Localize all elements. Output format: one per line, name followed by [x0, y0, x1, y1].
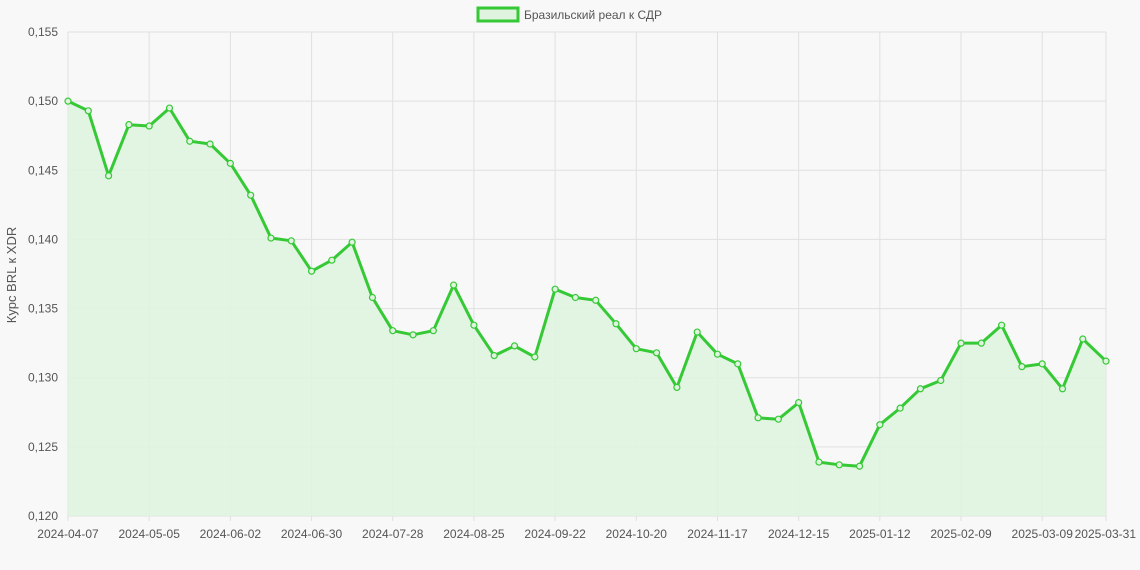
data-point[interactable] [287, 237, 295, 245]
legend-label: Бразильский реал к СДР [524, 8, 662, 22]
data-point[interactable] [226, 159, 234, 167]
data-point[interactable] [937, 376, 945, 385]
data-point[interactable] [957, 339, 965, 347]
x-tick-label: 2024-04-07 [37, 527, 99, 541]
data-point[interactable] [713, 350, 722, 358]
data-point[interactable] [368, 293, 377, 302]
data-point[interactable] [247, 191, 255, 199]
data-point[interactable] [592, 296, 600, 304]
x-tick-label: 2024-05-05 [118, 527, 180, 541]
data-point[interactable] [896, 404, 904, 412]
data-point[interactable] [328, 256, 336, 264]
data-point[interactable] [429, 327, 437, 335]
data-point[interactable] [571, 293, 580, 302]
series-area [68, 101, 1106, 516]
data-point[interactable] [470, 321, 478, 329]
y-tick-label: 0,125 [28, 440, 58, 454]
data-point[interactable] [855, 462, 864, 470]
y-tick-label: 0,155 [28, 25, 58, 39]
x-tick-label: 2024-10-20 [606, 527, 668, 541]
data-point[interactable] [84, 107, 92, 115]
x-tick-label: 2024-06-02 [200, 527, 262, 541]
data-point[interactable] [1018, 363, 1026, 371]
y-tick-label: 0,140 [28, 232, 58, 246]
data-point[interactable] [1102, 357, 1110, 365]
x-tick-label: 2024-12-15 [768, 527, 830, 541]
data-point[interactable] [104, 172, 113, 180]
data-point[interactable] [186, 137, 194, 145]
line-layer [67, 99, 1108, 468]
data-point[interactable] [267, 234, 275, 242]
x-axis-ticks: 2024-04-07 2024-05-05 2024-06-02 2024-06-30… [37, 527, 1136, 541]
data-point[interactable] [977, 339, 985, 347]
data-point[interactable] [998, 321, 1006, 329]
data-point[interactable] [754, 414, 762, 422]
data-point[interactable] [531, 353, 539, 361]
x-tick-label: 2025-03-31 [1075, 527, 1137, 541]
data-point[interactable] [673, 383, 681, 391]
data-point[interactable] [348, 238, 356, 246]
data-point[interactable] [145, 122, 153, 130]
data-point[interactable] [652, 349, 661, 357]
data-point[interactable] [632, 345, 640, 353]
area-layer [68, 101, 1106, 516]
legend[interactable]: Бразильский реал к СДР [476, 6, 662, 23]
data-point[interactable] [450, 281, 458, 289]
x-tick-label: 2024-06-30 [281, 527, 343, 541]
y-tick-label: 0,150 [28, 94, 58, 108]
data-point[interactable] [165, 104, 174, 112]
legend-swatch [476, 6, 520, 23]
data-point[interactable] [916, 385, 925, 393]
x-tick-label: 2024-11-17 [687, 527, 748, 541]
data-point[interactable] [734, 360, 742, 368]
x-tick-label: 2025-03-09 [1012, 527, 1074, 541]
data-point[interactable] [835, 461, 843, 469]
data-point[interactable] [307, 267, 316, 275]
data-point[interactable] [795, 399, 803, 407]
data-point[interactable] [206, 140, 214, 148]
data-point[interactable] [510, 342, 519, 350]
data-point[interactable] [64, 97, 72, 105]
x-tick-label: 2025-02-09 [930, 527, 992, 541]
data-point[interactable] [490, 351, 498, 360]
points-layer [64, 97, 1110, 470]
series-line [67, 99, 1108, 468]
data-point[interactable] [774, 415, 782, 423]
data-point[interactable] [1079, 335, 1087, 343]
y-tick-label: 0,130 [28, 371, 58, 385]
data-point[interactable] [409, 331, 417, 339]
x-tick-label: 2024-09-22 [524, 527, 586, 541]
y-tick-label: 0,145 [28, 163, 58, 177]
y-axis-label: Курс BRL к XDR [4, 227, 19, 323]
data-point[interactable] [815, 458, 823, 466]
data-point[interactable] [551, 285, 559, 293]
data-point[interactable] [612, 320, 620, 328]
x-tick-label: 2025-01-12 [849, 527, 911, 541]
data-point[interactable] [1038, 360, 1046, 368]
data-point[interactable] [1058, 385, 1067, 393]
data-point[interactable] [389, 327, 397, 335]
y-axis-ticks: 0,120 0,125 0,130 0,135 0,140 0,145 0,150 0,155 [28, 25, 58, 523]
data-point[interactable] [876, 421, 884, 429]
data-point[interactable] [693, 328, 701, 336]
x-tick-label: 2024-07-28 [362, 527, 424, 541]
y-tick-label: 0,135 [28, 302, 58, 316]
x-tick-label: 2024-08-25 [443, 527, 505, 541]
y-tick-label: 0,120 [28, 509, 58, 523]
data-point[interactable] [125, 121, 133, 129]
